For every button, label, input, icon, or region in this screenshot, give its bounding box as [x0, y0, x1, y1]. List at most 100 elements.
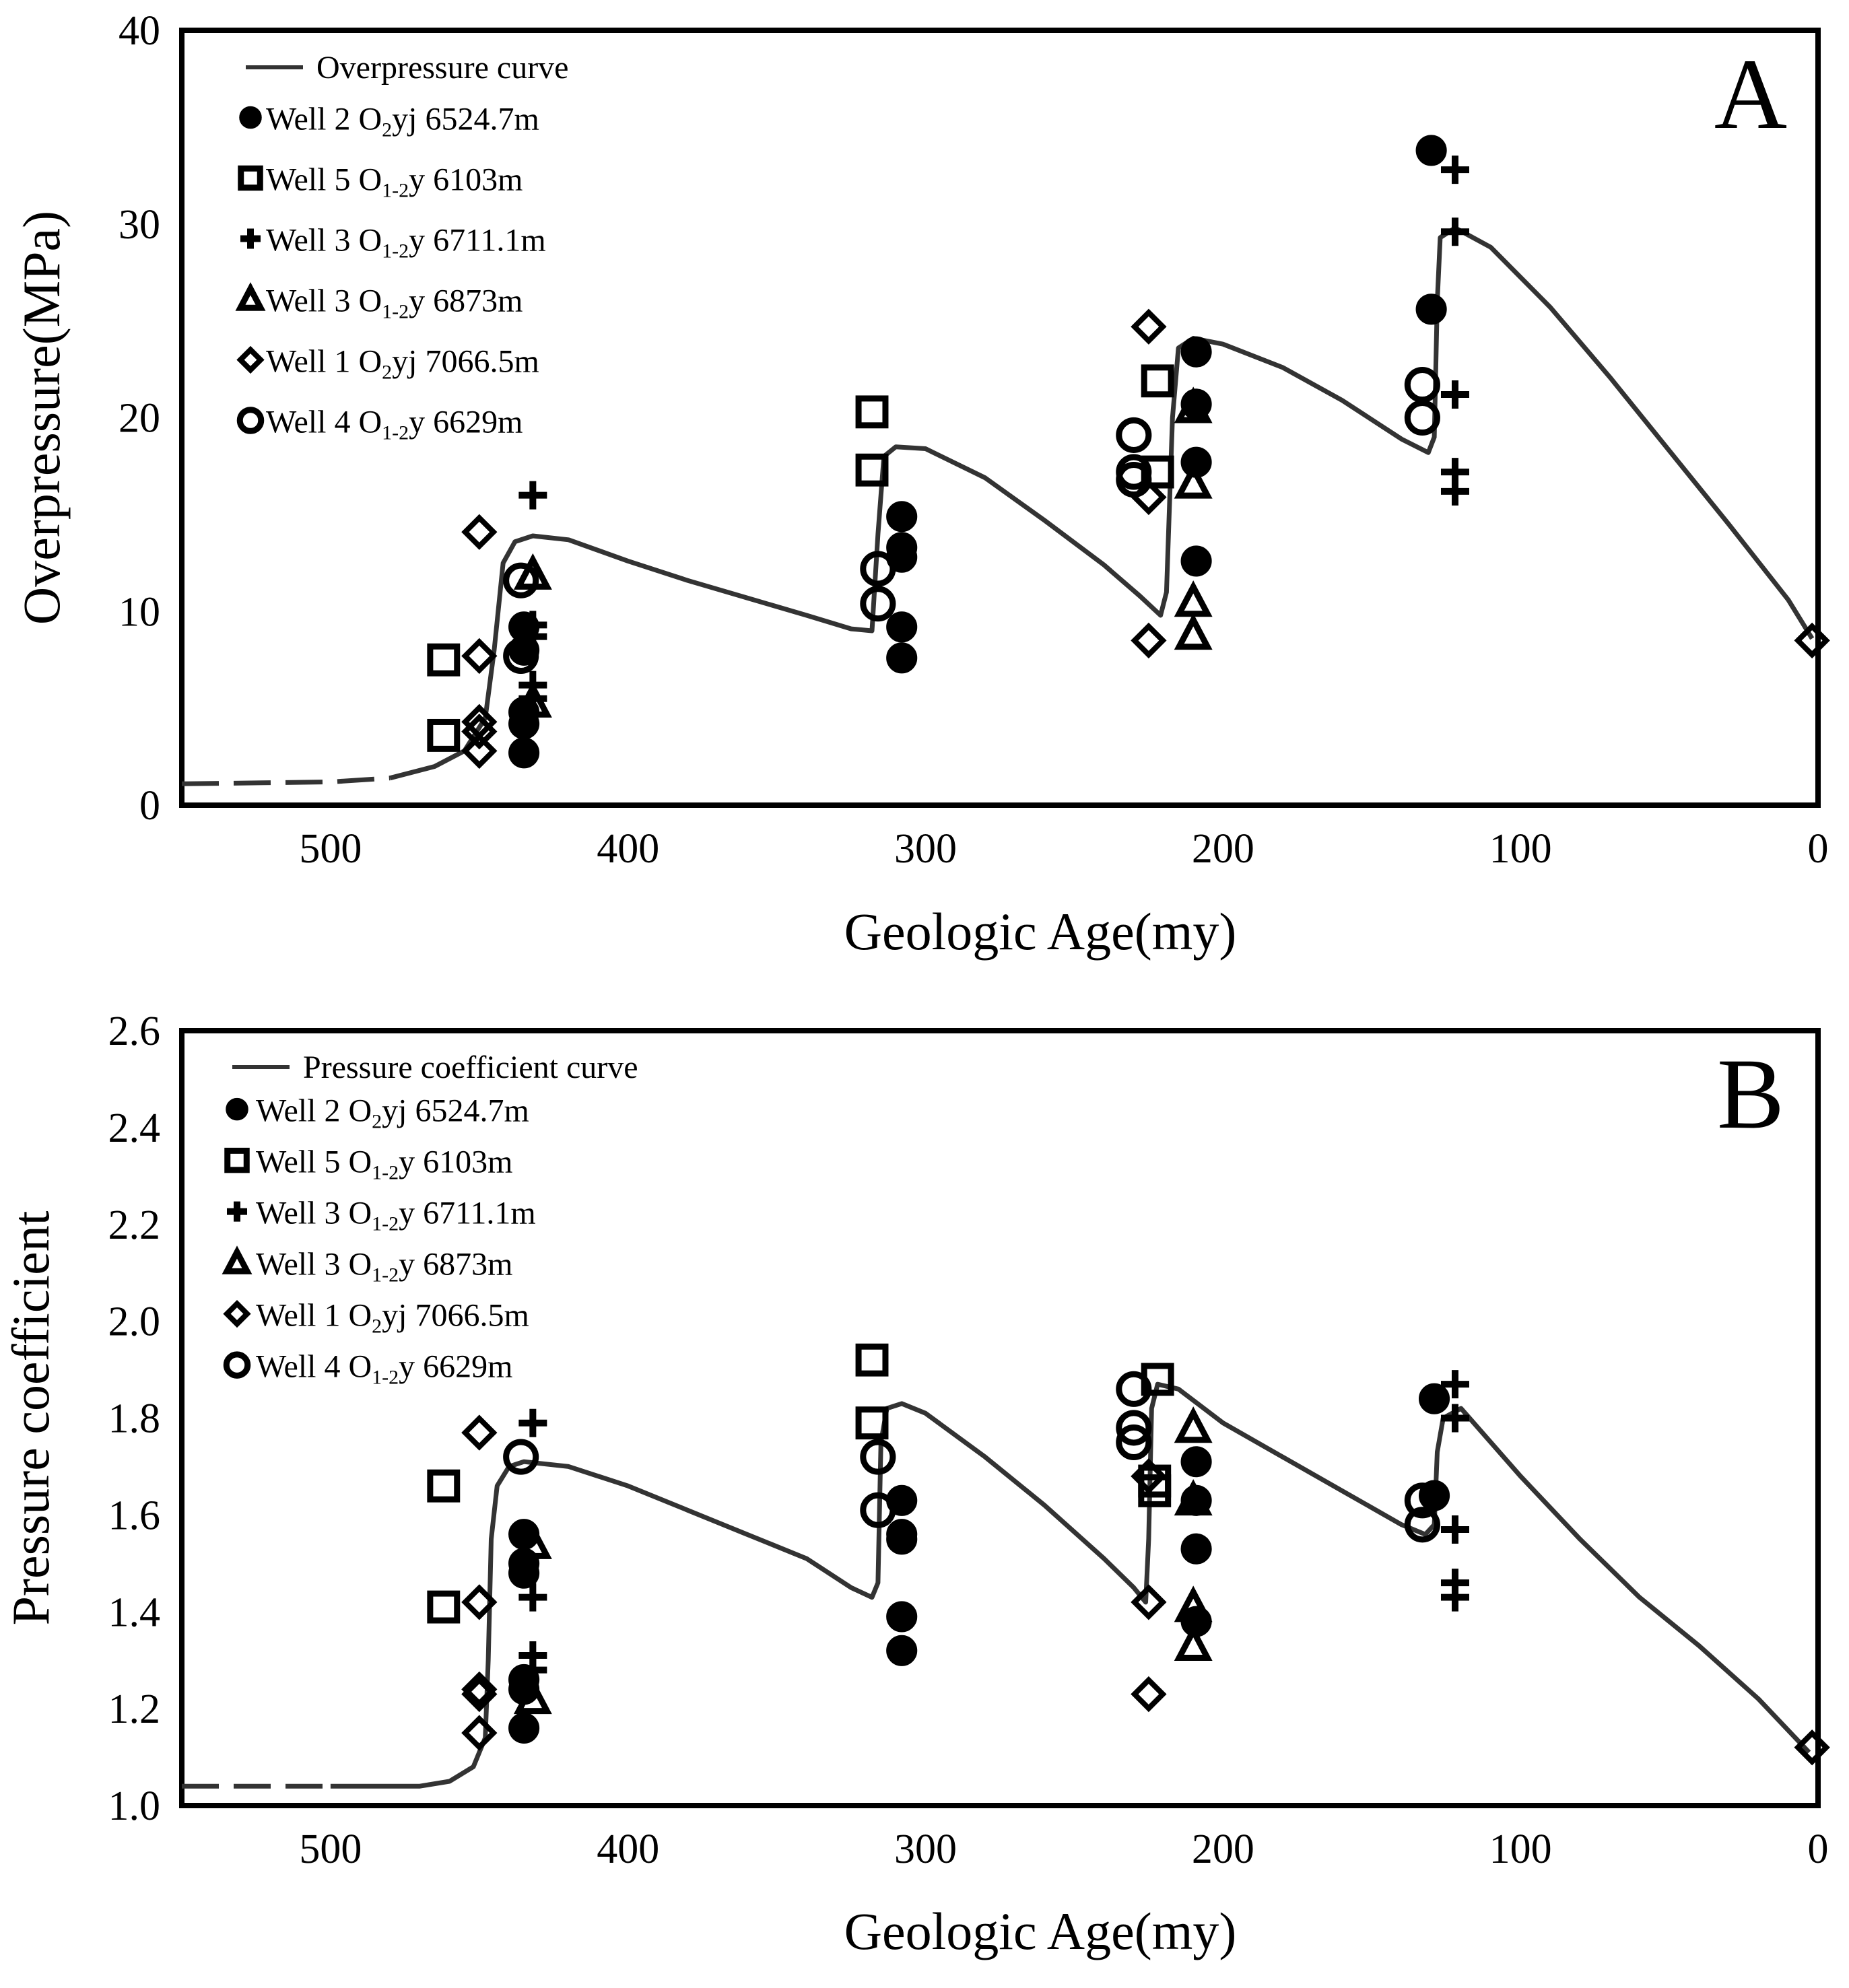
chart-panel-B: 500 400 300 200 100 0 1.0 1.2 1.4 1.6 1.8 2.0 2.2 2.4… [1, 1008, 1830, 1960]
plot-frame [179, 1028, 1821, 1808]
data-point-filled-circle [886, 1519, 918, 1550]
legend-formation-depth: yj 7066.5m [382, 1298, 529, 1334]
legend-well-name: Well 3 O [256, 1247, 372, 1282]
legend-well-name: Well 3 O [266, 283, 382, 319]
data-point-filled-circle [886, 1635, 918, 1666]
data-point-open-square [427, 1469, 461, 1503]
legend-well-name: Well 4 O [266, 405, 382, 440]
data-point-open-diamond [461, 732, 498, 769]
legend-formation-depth: y 6711.1m [409, 223, 546, 259]
data-point-open-circle [503, 638, 539, 674]
legend-well-name: Well 3 O [256, 1196, 372, 1231]
legend-subscript: 2 [382, 362, 392, 384]
legend-formation-depth: yj 7066.5m [392, 344, 539, 380]
data-point-filled-circle [886, 611, 918, 643]
data-point-open-diamond [1131, 1584, 1167, 1620]
y-tick-label: 1.4 [108, 1589, 161, 1635]
data-point-open-circle [1116, 454, 1152, 490]
data-point-open-diamond [1131, 308, 1167, 345]
legend-well-name: Well 5 O [266, 162, 382, 198]
data-point-plus [1440, 380, 1469, 409]
x-tick-label: 200 [1192, 826, 1254, 872]
data-point-open-diamond [461, 514, 498, 550]
y-tick-label: 2.0 [108, 1299, 161, 1345]
data-point-plus [1440, 156, 1469, 184]
data-point-open-diamond [1794, 622, 1830, 659]
data-point-filled-circle [1180, 336, 1212, 368]
series-2 [518, 156, 1469, 713]
legend-subscript: 1-2 [372, 1264, 399, 1287]
legend-entry-label: Well 2 O2yj 6524.7m [266, 102, 539, 141]
data-point-open-triangle [1174, 386, 1213, 423]
data-point-open-diamond [461, 704, 498, 740]
legend-subscript: 2 [372, 1315, 382, 1338]
legend-entry-label: Well 3 O1-2y 6711.1m [266, 223, 546, 263]
x-axis-title: Geologic Age(my) [844, 1902, 1237, 1960]
legend-entry-label: Well 5 O1-2y 6103m [256, 1144, 512, 1184]
data-point-open-circle [503, 1439, 539, 1475]
series-1 [427, 364, 1174, 752]
data-point-open-square [855, 1343, 889, 1377]
legend-well-name: Well 1 O [256, 1298, 372, 1334]
y-tick-label: 2.6 [108, 1008, 161, 1054]
data-point-filled-circle [886, 642, 918, 674]
series-3 [513, 1406, 1213, 1715]
x-tick-label: 0 [1808, 1826, 1829, 1872]
legend-subscript: 1-2 [382, 240, 409, 263]
legend-curve-label: Overpressure curve [316, 50, 568, 85]
data-point-open-square [855, 395, 889, 429]
x-tick-label: 200 [1192, 1826, 1254, 1872]
y-tick-label: 40 [119, 8, 160, 54]
legend-marker-open-circle [223, 1351, 251, 1379]
legend-subscript: 1-2 [382, 422, 409, 444]
data-point-plus [1440, 1515, 1469, 1544]
x-tick-label: 500 [299, 1826, 362, 1872]
data-point-open-diamond [461, 1414, 498, 1451]
legend-entry-label: Well 5 O1-2y 6103m [266, 162, 523, 202]
legend-subscript: 2 [372, 1111, 382, 1133]
data-point-plus [518, 1641, 547, 1670]
legend-subscript: 1-2 [372, 1367, 399, 1389]
series-4 [461, 308, 1830, 769]
curve-solid-segment [389, 226, 1815, 781]
legend-well-name: Well 1 O [266, 344, 382, 380]
legend-formation-depth: y 6873m [399, 1247, 512, 1282]
x-tick-label: 0 [1808, 826, 1829, 872]
legend-entry-label: Well 4 O1-2y 6629m [256, 1349, 512, 1389]
series-2 [518, 1370, 1469, 1684]
data-point-plus [1440, 1370, 1469, 1399]
legend-marker-filled-circle [239, 106, 262, 129]
data-point-open-triangle [1174, 1624, 1213, 1661]
data-point-open-square [427, 1590, 461, 1624]
legend-marker-open-triangle [235, 282, 266, 311]
legend-well-name: Well 3 O [266, 223, 382, 259]
legend-marker-open-diamond [236, 345, 265, 374]
curve-solid-segment [330, 1381, 1811, 1789]
curve-dashed-segment [181, 776, 391, 786]
legend-formation-depth: yj 6524.7m [392, 102, 539, 137]
x-tick-label: 300 [894, 1826, 957, 1872]
data-point-open-circle [1116, 1371, 1152, 1407]
data-point-filled-circle [508, 737, 540, 769]
data-point-filled-circle [1180, 1533, 1212, 1565]
y-tick-label: 1.0 [108, 1783, 161, 1829]
legend-marker-plus [240, 228, 261, 249]
series-3 [513, 386, 1213, 718]
y-tick-label: 30 [119, 202, 160, 248]
y-tick-label: 20 [119, 396, 160, 442]
data-point-open-triangle [1174, 1585, 1213, 1622]
data-point-open-triangle [1174, 462, 1213, 499]
data-point-plus [1440, 217, 1469, 246]
series-5 [503, 367, 1440, 674]
x-tick-label: 100 [1489, 826, 1552, 872]
data-point-plus [518, 481, 547, 510]
data-point-plus [518, 1408, 547, 1437]
legend-subscript: 1-2 [382, 301, 409, 323]
y-tick-label: 2.2 [108, 1202, 161, 1248]
data-point-open-circle [1404, 399, 1440, 436]
y-axis-title: Overpressure(MPa) [12, 211, 71, 625]
series-1 [427, 1343, 1174, 1624]
data-point-open-circle [1116, 1410, 1152, 1446]
plot-frame [179, 28, 1821, 808]
data-point-filled-circle [886, 532, 918, 563]
